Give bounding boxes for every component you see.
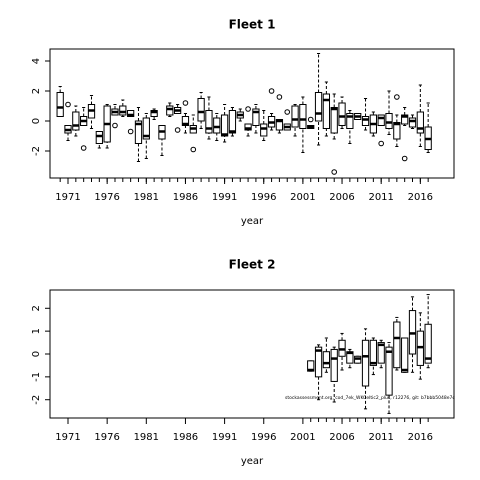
x-tick-label: 1971: [55, 432, 80, 443]
box: [322, 93, 331, 129]
x-tick-label: 1971: [55, 192, 80, 203]
box: [401, 337, 409, 373]
box: [119, 105, 127, 116]
x-tick-label: 1976: [94, 432, 119, 443]
box: [150, 110, 158, 117]
box: [181, 116, 190, 126]
y-tick-label: 2: [31, 88, 42, 94]
outlier: [65, 101, 71, 108]
box: [369, 339, 377, 366]
box: [291, 105, 299, 128]
box: [205, 110, 213, 134]
outlier: [80, 145, 87, 151]
x-tick-label: 1981: [134, 192, 159, 203]
outlier: [127, 128, 134, 135]
box: [408, 117, 417, 128]
box: [416, 111, 424, 134]
box: [252, 108, 260, 126]
outlier: [174, 127, 181, 133]
box: [393, 321, 401, 369]
box: [361, 116, 370, 126]
outlier: [307, 116, 314, 123]
box: [197, 98, 205, 122]
y-tick-label: 0: [31, 118, 42, 124]
x-tick-label: 1991: [212, 192, 237, 203]
box: [260, 123, 268, 137]
outlier: [401, 155, 408, 162]
chart-title: Fleet 2: [229, 258, 276, 272]
box: [134, 120, 143, 144]
x-tick-label: 1996: [251, 192, 276, 203]
box: [385, 346, 393, 396]
outlier: [190, 146, 197, 153]
box: [314, 346, 323, 378]
y-tick-label: -1: [31, 372, 42, 382]
box: [338, 102, 346, 126]
outlier: [182, 100, 189, 106]
box: [244, 123, 252, 131]
x-tick-label: 1976: [94, 192, 119, 203]
box: [424, 323, 432, 364]
x-tick-label: 1986: [173, 432, 198, 443]
outlier: [331, 169, 338, 175]
y-tick-label: -2: [31, 395, 42, 405]
x-tick-label: 2001: [290, 432, 315, 443]
box: [377, 114, 385, 126]
x-tick-label: 1986: [173, 192, 198, 203]
box: [220, 114, 229, 137]
box: [299, 104, 307, 129]
outlier: [276, 94, 283, 100]
box: [142, 117, 150, 140]
y-tick-label: 4: [31, 58, 42, 64]
x-tick-label: 2001: [290, 192, 315, 203]
outlier: [378, 140, 384, 147]
box: [377, 342, 385, 364]
outlier: [284, 109, 291, 115]
box: [330, 107, 338, 134]
box: [275, 119, 284, 131]
y-tick-label: 1: [31, 328, 42, 334]
x-axis-label: year: [241, 456, 264, 467]
y-tick-label: 0: [31, 351, 42, 357]
outlier: [245, 106, 251, 112]
x-tick-label: 2016: [408, 432, 433, 443]
y-tick-label: -2: [31, 146, 42, 156]
outlier: [394, 94, 400, 100]
x-tick-label: 2011: [368, 192, 393, 203]
x-tick-label: 2011: [368, 432, 393, 443]
x-tick-label: 2016: [408, 192, 433, 203]
box: [95, 131, 103, 144]
box: [330, 348, 338, 382]
box: [314, 92, 323, 122]
box: [127, 110, 135, 117]
box: [346, 113, 354, 129]
box: [385, 113, 393, 129]
box: [401, 114, 409, 125]
box: [228, 110, 237, 134]
footnote: stockassessment.org, cod_7ek_WKCeltic2_p…: [285, 395, 455, 401]
box: [72, 111, 80, 131]
plot-frame: [49, 48, 455, 179]
box: [56, 92, 64, 117]
box: [166, 105, 174, 116]
box: [213, 117, 221, 134]
x-tick-label: 1996: [251, 432, 276, 443]
y-tick-label: 2: [31, 305, 42, 311]
outlier: [268, 88, 275, 94]
box: [322, 351, 331, 369]
x-tick-label: 2006: [329, 192, 354, 203]
x-tick-label: 1991: [212, 432, 237, 443]
chart-title: Fleet 1: [229, 18, 276, 32]
outlier: [112, 122, 118, 129]
x-axis-label: year: [241, 216, 264, 227]
box: [393, 122, 401, 140]
x-tick-label: 1981: [134, 432, 159, 443]
x-tick-label: 2006: [329, 432, 354, 443]
box: [361, 339, 370, 387]
